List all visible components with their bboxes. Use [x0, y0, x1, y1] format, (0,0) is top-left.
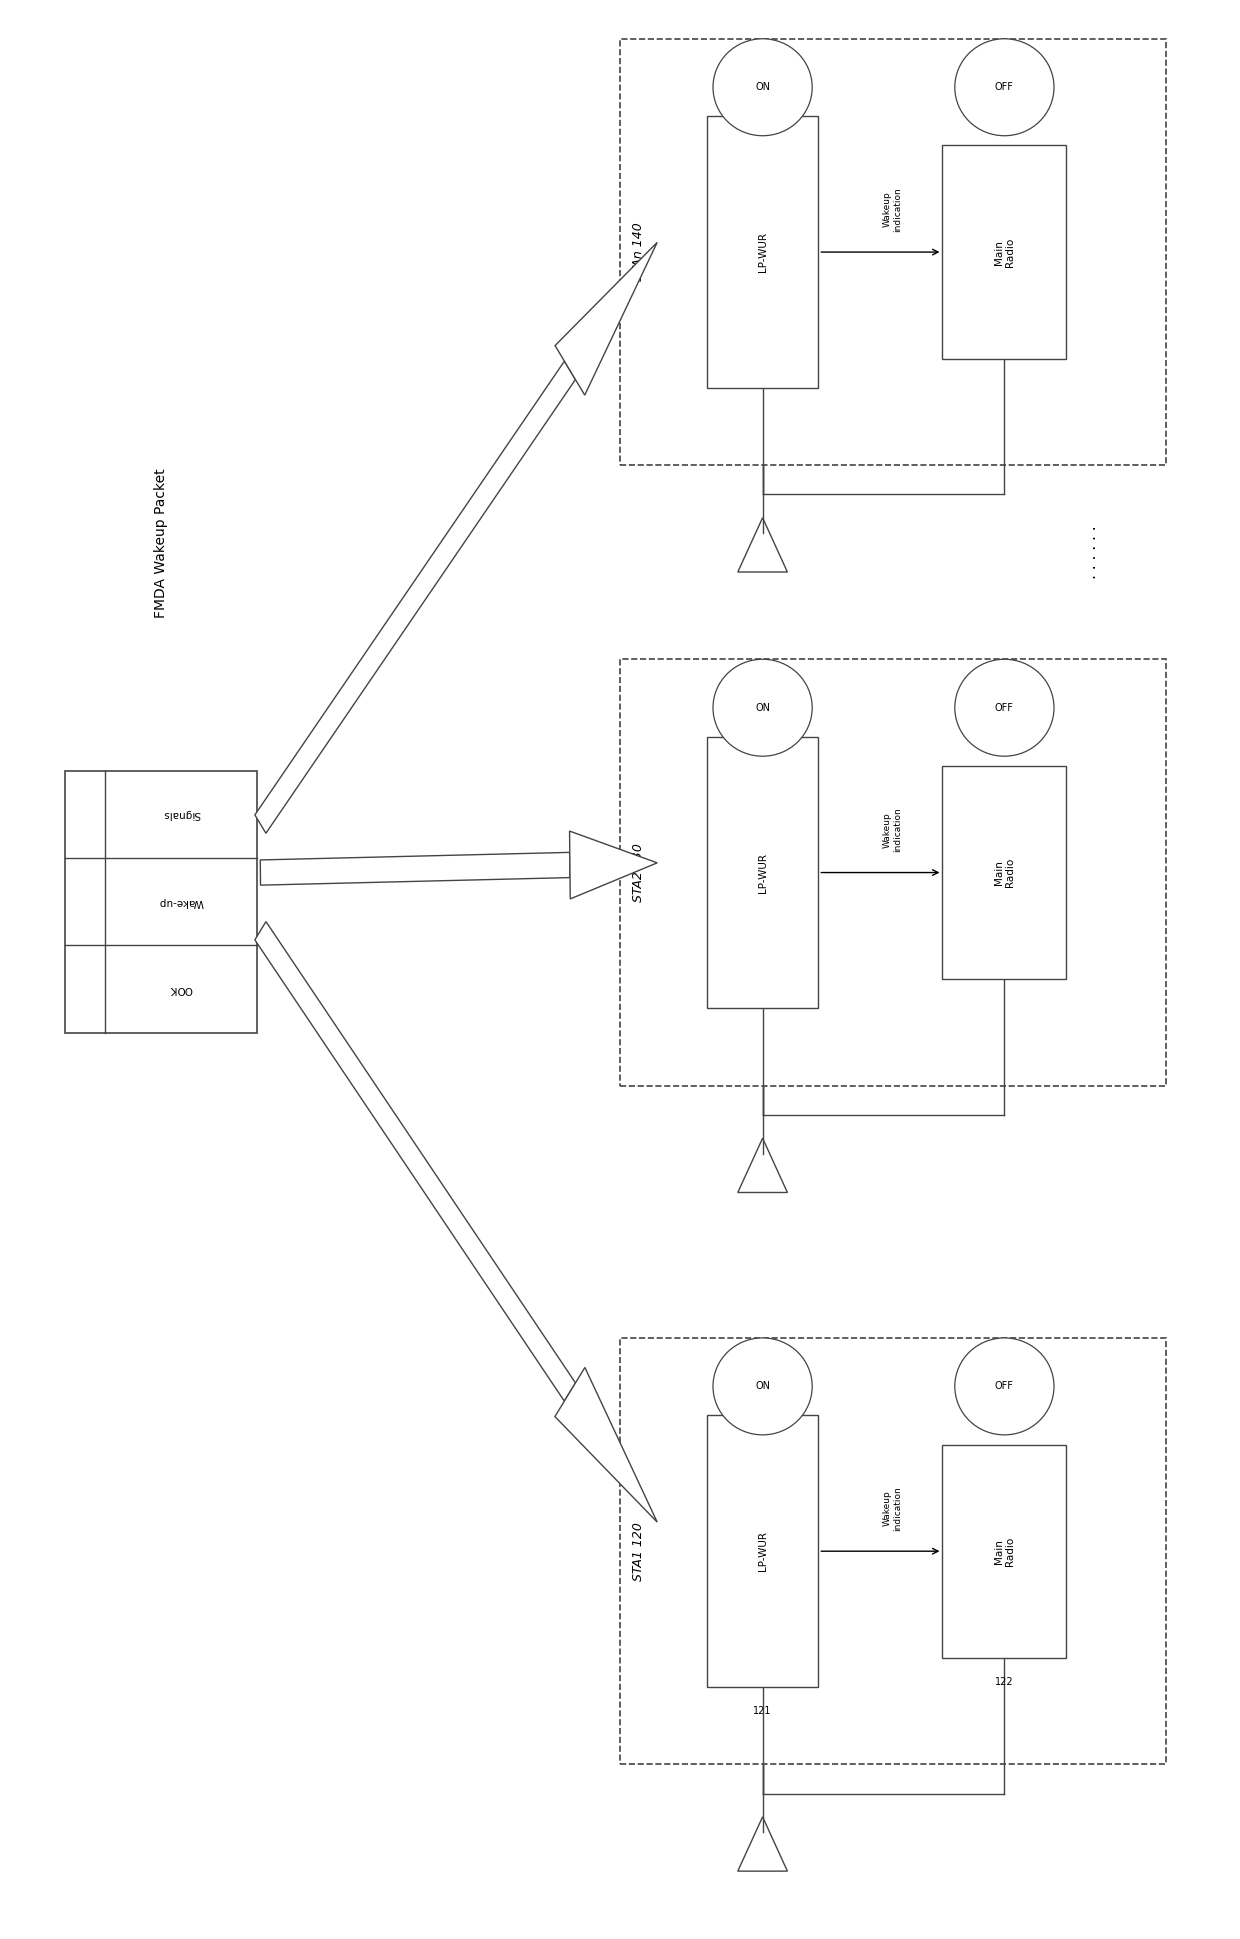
Text: Wake-up: Wake-up: [159, 896, 203, 907]
FancyBboxPatch shape: [707, 1415, 818, 1687]
Text: LP-WUR: LP-WUR: [758, 233, 768, 271]
Text: . . . . . .: . . . . . .: [1084, 525, 1099, 580]
Text: OFF: OFF: [994, 1381, 1014, 1392]
Text: Main
Radio: Main Radio: [993, 857, 1016, 888]
Text: ON: ON: [755, 1381, 770, 1392]
Polygon shape: [260, 853, 570, 884]
FancyBboxPatch shape: [707, 116, 818, 388]
Text: 122: 122: [994, 1677, 1014, 1687]
Ellipse shape: [955, 39, 1054, 136]
Polygon shape: [556, 242, 657, 396]
FancyBboxPatch shape: [942, 1445, 1066, 1658]
FancyBboxPatch shape: [942, 766, 1066, 979]
Text: Wakeup
indication: Wakeup indication: [883, 186, 903, 233]
FancyBboxPatch shape: [942, 145, 1066, 359]
FancyBboxPatch shape: [620, 39, 1166, 465]
FancyBboxPatch shape: [620, 659, 1166, 1086]
Text: LP-WUR: LP-WUR: [758, 853, 768, 892]
Text: ON: ON: [755, 81, 770, 93]
FancyBboxPatch shape: [620, 1338, 1166, 1764]
Text: OOK: OOK: [170, 985, 192, 995]
Text: OFF: OFF: [994, 81, 1014, 93]
FancyBboxPatch shape: [707, 737, 818, 1008]
Ellipse shape: [955, 659, 1054, 756]
Text: STA2 130: STA2 130: [632, 843, 645, 902]
FancyBboxPatch shape: [66, 770, 258, 1032]
Text: ON: ON: [755, 702, 770, 714]
Ellipse shape: [955, 1338, 1054, 1435]
Text: STAn 140: STAn 140: [632, 223, 645, 281]
Text: 121: 121: [754, 1706, 771, 1716]
Ellipse shape: [713, 1338, 812, 1435]
Text: LP-WUR: LP-WUR: [758, 1532, 768, 1571]
Text: Main
Radio: Main Radio: [993, 1536, 1016, 1567]
Text: OFF: OFF: [994, 702, 1014, 714]
Ellipse shape: [713, 659, 812, 756]
Text: Wakeup
indication: Wakeup indication: [883, 1485, 903, 1532]
Ellipse shape: [713, 39, 812, 136]
Text: Signals: Signals: [162, 809, 200, 818]
Text: Main
Radio: Main Radio: [993, 237, 1016, 268]
Polygon shape: [556, 1367, 657, 1522]
Text: FMDA Wakeup Packet: FMDA Wakeup Packet: [154, 467, 169, 619]
Text: STA1 120: STA1 120: [632, 1522, 645, 1580]
Polygon shape: [255, 361, 575, 834]
Polygon shape: [255, 921, 575, 1402]
Text: Wakeup
indication: Wakeup indication: [883, 807, 903, 853]
Polygon shape: [569, 832, 657, 900]
